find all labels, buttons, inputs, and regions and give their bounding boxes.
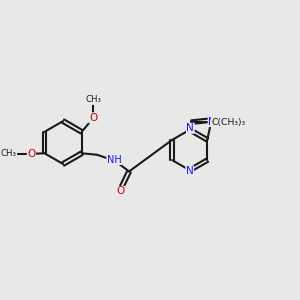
Text: CH₃: CH₃ (1, 149, 17, 158)
Text: N: N (186, 166, 194, 176)
Text: NH: NH (107, 154, 122, 164)
Text: N: N (187, 123, 194, 133)
Text: O: O (27, 149, 35, 159)
Text: CH₃: CH₃ (85, 95, 101, 104)
Text: C(CH₃)₃: C(CH₃)₃ (211, 118, 245, 127)
Text: O: O (117, 186, 125, 197)
Text: N: N (208, 116, 216, 127)
Text: O: O (89, 113, 97, 123)
